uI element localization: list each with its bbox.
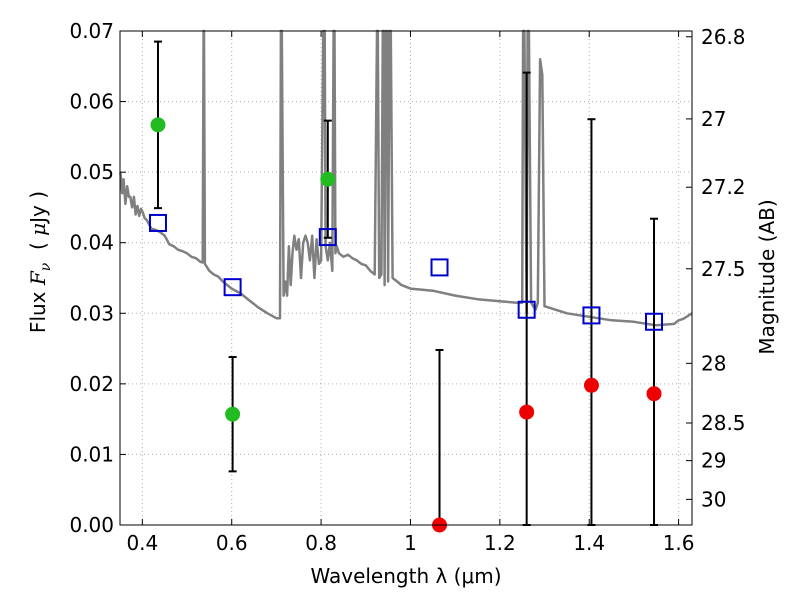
x-axis-label: Wavelength λ (μm) [310, 564, 501, 588]
non-detection-point [583, 377, 599, 393]
y-axis-label-symbol: F [26, 270, 50, 286]
y-tick-label: 0.02 [69, 372, 114, 396]
y2-tick-label: 28 [701, 351, 726, 375]
y2-tick-label: 29 [701, 449, 726, 473]
plot-frame [119, 30, 693, 526]
non-detection-point [646, 386, 662, 402]
error-bars [153, 40, 659, 526]
model-sed [119, 29, 693, 327]
model-flux-square [318, 228, 337, 247]
y-tick-label: 0.05 [69, 160, 114, 184]
y2-axis-label: Magnitude (AB) [755, 199, 779, 354]
y-tick-label: 0.03 [69, 301, 114, 325]
detection-point [225, 406, 241, 422]
y-tick-label: 0.07 [69, 19, 114, 43]
model-flux-square [430, 258, 449, 277]
y-tick-label: 0.01 [69, 442, 114, 466]
y-axis-label-unit: Jy ) [26, 191, 50, 225]
y-axis-label-open: ( [26, 236, 50, 263]
y-tick-label: 0.06 [69, 90, 114, 114]
ticks: 0.4 0.6 0.8 1 1.2 1.4 1.6 0.00 0.01 0.02 0.03 0.04 0… [69, 19, 745, 555]
grid [120, 30, 692, 526]
y2-tick-label: 27.5 [701, 257, 746, 281]
model-sed-line [119, 29, 693, 327]
y2-tick-label: 27.2 [701, 175, 746, 199]
y2-tick-label: 28.5 [701, 411, 746, 435]
y-tick-label: 0.00 [69, 513, 114, 537]
y-tick-label: 0.04 [69, 231, 114, 255]
detection-point [150, 117, 166, 133]
model-flux-square [582, 306, 601, 325]
model-flux-square [645, 312, 664, 331]
x-tick-label: 1.6 [663, 531, 695, 555]
y-axis-label-prefix: Flux [26, 285, 50, 333]
data-points [148, 117, 664, 533]
y-axis-label-unit-mu: μ [26, 223, 50, 236]
model-flux-square [148, 213, 167, 232]
x-tick-label: 0.6 [216, 531, 248, 555]
model-flux-square [517, 300, 536, 319]
x-tick-label: 1.4 [573, 531, 605, 555]
x-tick-label: 1.2 [484, 531, 516, 555]
y2-tick-label: 27 [701, 107, 726, 131]
non-detection-point [519, 404, 535, 420]
model-flux-square [223, 278, 242, 297]
y2-tick-label: 30 [701, 487, 726, 511]
x-tick-label: 0.8 [305, 531, 337, 555]
y-axis-label-subscript: ν [38, 262, 54, 271]
x-tick-label: 1 [404, 531, 417, 555]
y-axis-label: Flux Fν ( μJy ) [26, 191, 54, 333]
y2-tick-label: 26.8 [701, 25, 746, 49]
x-tick-label: 0.4 [126, 531, 158, 555]
detection-point [320, 171, 336, 187]
